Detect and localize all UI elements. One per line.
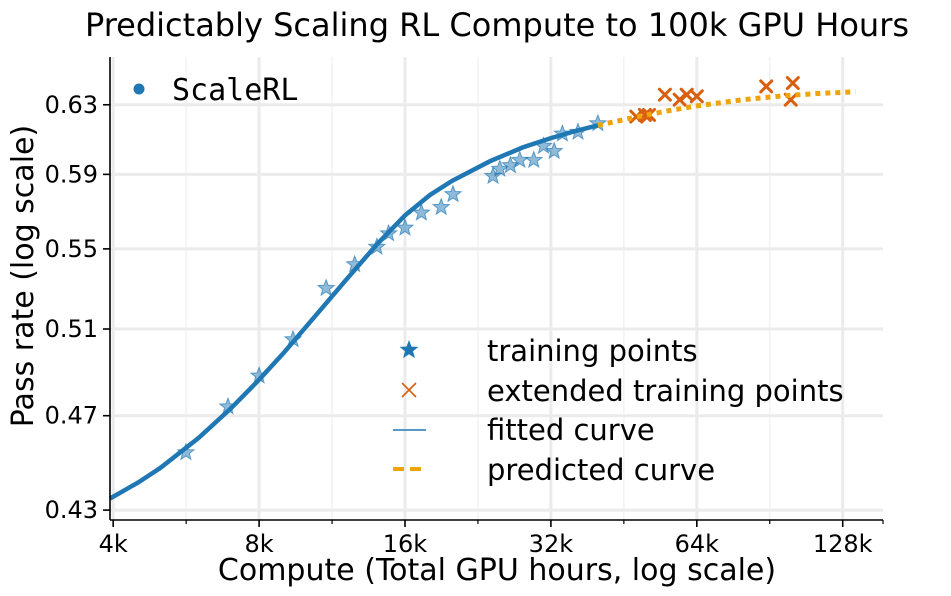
training-point <box>544 141 564 160</box>
y-tick-label: 0.51 <box>45 315 98 343</box>
tick-label-layer: 4k 8k 16k 32k 64k 128k 0.43 0.47 0.51 0.55 0.59 0.6… <box>45 91 873 558</box>
x-tick-label: 128k <box>813 530 873 558</box>
predicted-curve <box>597 89 856 128</box>
y-tick-label: 0.47 <box>45 402 98 430</box>
extended-training-point <box>785 76 800 91</box>
x-tick-label: 4k <box>99 530 128 558</box>
y-tick-label: 0.43 <box>45 496 98 524</box>
grid-layer <box>110 57 883 520</box>
method-label: ScaleRL <box>133 73 298 108</box>
extended-training-point <box>689 89 704 104</box>
legend: training points extended training points… <box>393 334 844 487</box>
training-point <box>431 197 451 216</box>
legend-label-predicted-curve: predicted curve <box>487 453 715 487</box>
method-dot <box>133 83 145 95</box>
x-tick-label: 16k <box>383 530 428 558</box>
legend-label-fitted-curve: fitted curve <box>487 413 655 447</box>
training-point <box>395 217 415 236</box>
y-tick-label: 0.63 <box>45 91 98 119</box>
legend-entry-extended-training-points: extended training points <box>401 374 844 408</box>
legend-label-extended-training-points: extended training points <box>487 374 844 408</box>
training-point <box>490 159 510 178</box>
series-layer <box>108 76 856 501</box>
method-label-text: ScaleRL <box>172 73 298 108</box>
extended-training-point <box>759 79 774 94</box>
y-axis-label: Pass rate (log scale) <box>6 125 41 427</box>
extended-training-point <box>657 87 672 102</box>
x-axis-label: Compute (Total GPU hours, log scale) <box>218 553 776 588</box>
training-point <box>316 278 336 297</box>
x-tick-label: 8k <box>245 530 274 558</box>
training-point <box>443 184 463 203</box>
fitted-curve <box>108 123 599 501</box>
x-tick-label: 64k <box>675 530 720 558</box>
x-tick-label: 32k <box>529 530 574 558</box>
axes-layer <box>103 57 884 527</box>
legend-star-marker <box>399 340 419 359</box>
training-point <box>176 442 196 461</box>
legend-x-marker <box>401 382 417 398</box>
legend-entry-fitted-curve: fitted curve <box>393 413 655 447</box>
legend-entry-predicted-curve: predicted curve <box>393 453 715 487</box>
training-point <box>412 202 431 221</box>
y-tick-label: 0.55 <box>45 235 98 263</box>
legend-entry-training-points: training points <box>399 334 698 368</box>
legend-label-training-points: training points <box>487 334 698 368</box>
training-point <box>524 150 544 169</box>
y-tick-label: 0.59 <box>45 160 98 188</box>
chart-title: Predictably Scaling RL Compute to 100k G… <box>85 6 909 44</box>
